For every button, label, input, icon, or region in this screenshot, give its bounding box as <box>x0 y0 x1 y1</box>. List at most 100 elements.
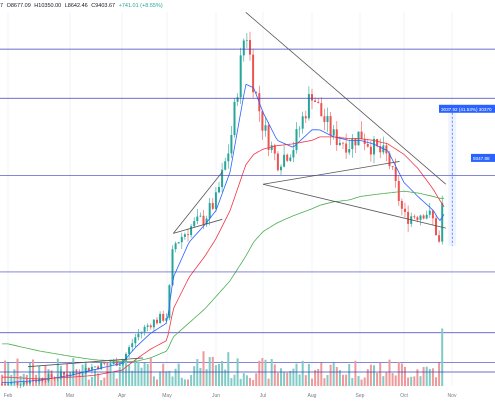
candle-body <box>125 353 127 361</box>
volume-bar <box>304 375 307 386</box>
candle-body <box>162 313 165 321</box>
candle-body <box>171 249 174 286</box>
volume-bar <box>214 365 217 386</box>
volume-bar <box>103 377 106 386</box>
x-tick-label-aug: Aug <box>308 393 317 399</box>
volume-bar <box>106 363 109 386</box>
volume-bar <box>298 374 301 386</box>
candle-body <box>75 372 78 373</box>
volume-bar <box>171 376 174 386</box>
candle-body <box>50 374 53 378</box>
volume-bar <box>267 378 270 386</box>
volume-bar <box>187 379 189 386</box>
candle-body <box>425 214 428 219</box>
candle-body <box>261 111 264 131</box>
x-tick-label-apr: Apr <box>118 393 126 399</box>
trendline-descending-resistance <box>245 11 447 185</box>
volume-bar <box>323 378 326 386</box>
volume-bar <box>270 359 273 386</box>
candle-body <box>183 234 186 237</box>
candle-body <box>190 226 193 236</box>
ohlc-legend: 7 O8677.09 H10350.00 L8642.46 C9403.67 +… <box>0 0 495 13</box>
volume-bar <box>156 379 158 386</box>
x-tick-label-nov: Nov <box>448 393 457 399</box>
candle-body <box>103 362 106 364</box>
candle-body <box>208 203 211 219</box>
candle-body <box>22 382 25 385</box>
volume-bar <box>227 352 230 386</box>
volume-bar <box>326 375 329 386</box>
volume-bar <box>183 379 186 386</box>
volume-bar <box>307 363 310 386</box>
x-tick-label-mar: Mar <box>66 393 75 399</box>
candle-body <box>252 54 255 93</box>
candle-body <box>72 372 75 376</box>
candle-body <box>376 138 379 147</box>
candle-body <box>286 154 289 161</box>
volume-bar <box>410 376 413 386</box>
candle-body <box>273 145 276 154</box>
volume-bar <box>373 365 375 386</box>
candle-body <box>332 129 335 136</box>
volume-bar <box>118 366 121 386</box>
volume-bar <box>112 372 115 386</box>
candle-body <box>323 116 326 123</box>
volume-bar <box>348 364 351 386</box>
volume-bar <box>32 359 34 386</box>
candle-body <box>419 215 422 220</box>
candle-body <box>428 210 431 215</box>
symbol-prefix: 7 <box>0 3 4 9</box>
volume-bar <box>128 365 131 386</box>
volume-bar <box>280 368 282 386</box>
volume-bar <box>345 374 348 386</box>
candle-body <box>94 366 96 368</box>
volume-bar <box>1 374 3 386</box>
candle-body <box>326 116 329 123</box>
x-tick-label-may: May <box>162 393 172 399</box>
candle-body <box>407 211 410 224</box>
candle-body <box>1 384 3 385</box>
volume-bar <box>202 351 205 386</box>
candle-body <box>131 343 134 348</box>
x-tick-label-jul: Jul <box>260 393 266 399</box>
trendline-pennant-lower <box>173 218 223 234</box>
volume-bar <box>276 372 279 386</box>
volume-bar <box>131 370 134 386</box>
volume-bar <box>199 368 202 386</box>
volume-bar <box>342 374 344 386</box>
volume-bar <box>338 370 341 386</box>
candle-body <box>47 374 50 382</box>
volume-bar <box>292 368 295 386</box>
high-value: H10350.00 <box>34 3 62 9</box>
candle-body <box>202 215 205 225</box>
candle-body <box>320 103 323 117</box>
volume-bar <box>218 364 220 386</box>
volume-bar <box>435 377 437 386</box>
volume-bar <box>224 369 227 386</box>
x-tick-label-oct: Oct <box>400 393 408 399</box>
candle-body <box>304 116 307 119</box>
candle-body <box>199 215 202 217</box>
volume-bar <box>255 373 258 386</box>
volume-bar <box>143 362 146 386</box>
volume-bar <box>425 366 428 386</box>
candle-body <box>397 181 400 201</box>
candle-body <box>342 142 344 144</box>
volume-bar <box>190 374 193 386</box>
candle-body <box>441 202 444 242</box>
candle-body <box>276 153 279 171</box>
volume-bar <box>366 369 369 386</box>
measure-label-bg <box>439 104 495 113</box>
volume-bar <box>379 362 382 386</box>
candle-body <box>289 157 292 161</box>
candle-body <box>4 384 7 385</box>
candle-body <box>187 234 189 236</box>
candle-body <box>404 208 406 212</box>
candle-body <box>44 381 47 382</box>
candle-body <box>438 235 441 242</box>
candle-body <box>221 169 224 188</box>
volume-bar <box>180 377 183 386</box>
candle-body <box>137 333 140 338</box>
